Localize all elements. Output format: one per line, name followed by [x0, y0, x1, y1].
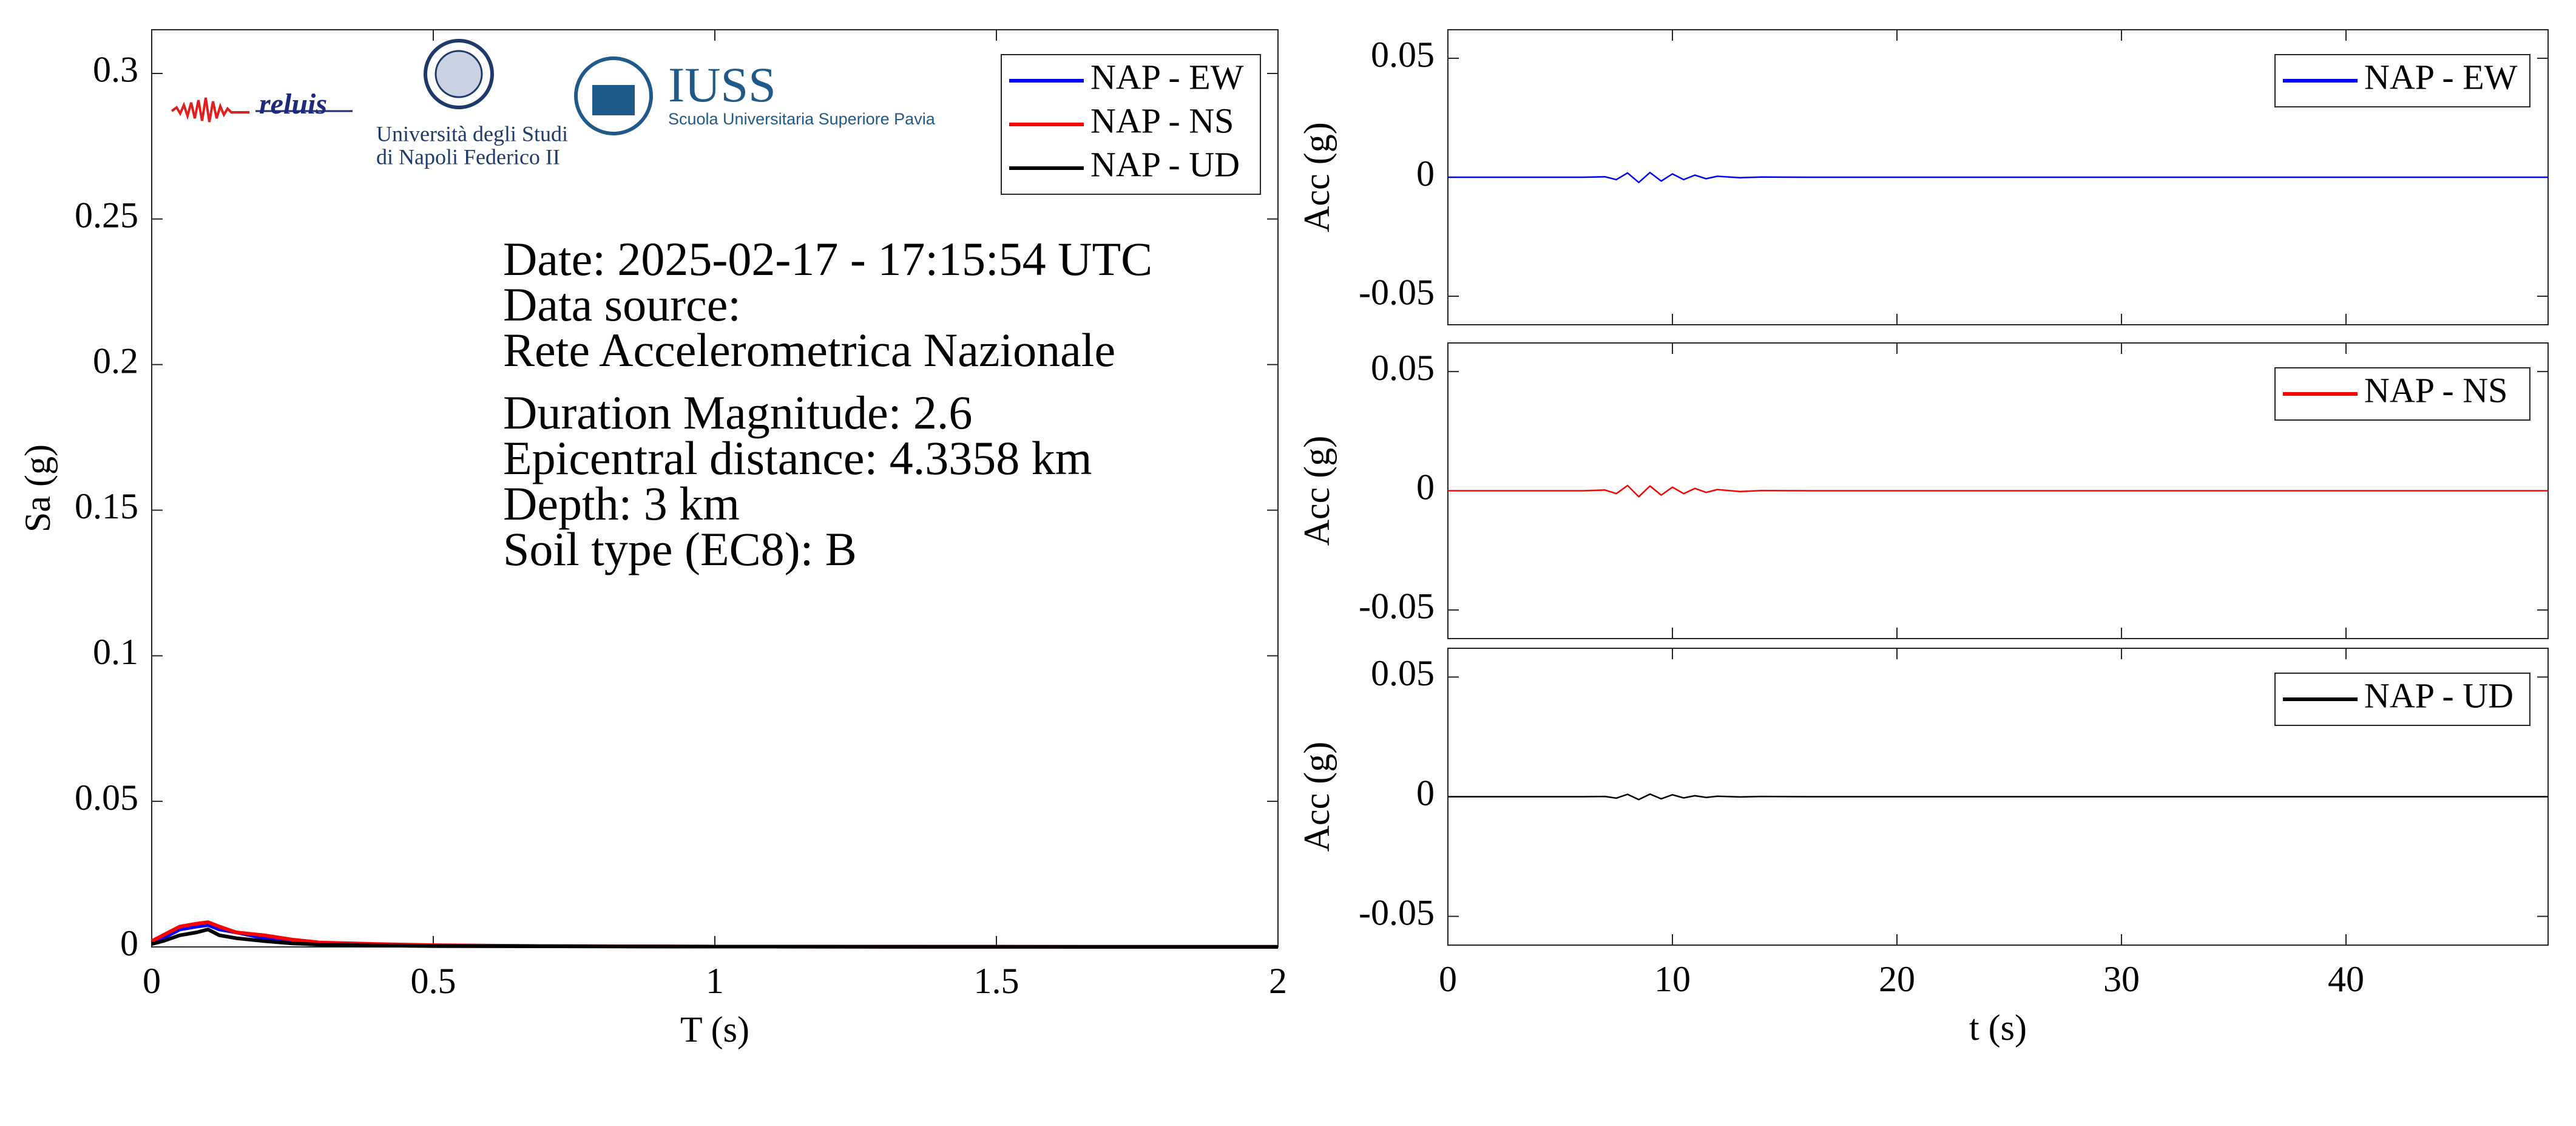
y-tick-label: 0.1 — [93, 632, 138, 672]
iuss-seal — [574, 56, 653, 135]
x-axis-label: t (s) — [1969, 1008, 2027, 1048]
y-axis-label: Acc (g) — [1297, 742, 1337, 852]
unina-seal — [424, 39, 494, 109]
y-tick-label: 0 — [120, 923, 138, 963]
y-tick-label: 0 — [1416, 773, 1435, 813]
logo-text: reluis — [259, 88, 327, 120]
series-line — [1448, 484, 2548, 498]
annotation: Epicentral distance: 4.3358 km — [503, 432, 1092, 484]
y-tick-label: -0.05 — [1359, 892, 1435, 932]
x-tick-label: 1 — [706, 961, 724, 1001]
legend-label: NAP - NS — [2364, 370, 2507, 410]
legend-label: NAP - UD — [2364, 676, 2513, 715]
reluis-wave — [171, 97, 249, 123]
series-line — [151, 928, 1279, 949]
x-tick-label: 10 — [1654, 959, 1691, 999]
logo-text: Università degli Studi — [376, 121, 568, 146]
x-tick-label: 30 — [2103, 959, 2140, 999]
x-tick-label: 0 — [143, 961, 161, 1001]
series-line — [1448, 171, 2548, 183]
annotation: Duration Magnitude: 2.6 — [503, 386, 972, 439]
x-tick-label: 40 — [2328, 959, 2364, 999]
y-tick-label: 0.25 — [75, 195, 138, 236]
y-tick-label: 0.15 — [75, 486, 138, 526]
x-axis-label: T (s) — [680, 1009, 749, 1050]
series-line — [1448, 793, 2548, 801]
y-tick-label: 0.05 — [1371, 653, 1435, 693]
y-tick-label: -0.05 — [1359, 273, 1435, 313]
y-tick-label: 0 — [1416, 154, 1435, 194]
y-tick-label: 0 — [1416, 467, 1435, 507]
y-tick-label: 0.2 — [93, 341, 138, 381]
x-tick-label: 20 — [1879, 959, 1915, 999]
annotation: Rete Accelerometrica Nazionale — [503, 324, 1115, 376]
annotation: Depth: 3 km — [503, 477, 740, 530]
iuss-building — [592, 85, 635, 115]
unina-seal-inner — [434, 50, 483, 98]
y-tick-label: 0.05 — [1371, 348, 1435, 388]
y-tick-label: 0.3 — [93, 50, 138, 90]
x-tick-label: 2 — [1269, 961, 1287, 1001]
logo-text: di Napoli Federico II — [376, 144, 560, 169]
x-tick-label: 1.5 — [974, 961, 1019, 1001]
legend-label: NAP - EW — [2364, 57, 2518, 97]
y-tick-label: 0.05 — [75, 778, 138, 818]
y-tick-label: 0.05 — [1371, 35, 1435, 75]
x-tick-label: 0.5 — [411, 961, 456, 1001]
annotation: Soil type (EC8): B — [503, 523, 857, 575]
logo-text: IUSS — [668, 57, 776, 112]
logos: reluis Università degli Studi di Napoli … — [171, 39, 936, 169]
logo-text: Scuola Universitaria Superiore Pavia — [668, 110, 936, 128]
y-axis-label: Sa (g) — [18, 444, 58, 532]
y-axis-label: Acc (g) — [1297, 122, 1337, 232]
legend-label: NAP - EW — [1090, 57, 1244, 97]
legend-label: NAP - NS — [1090, 101, 1234, 140]
annotation: Data source: — [503, 278, 741, 331]
y-axis-label: Acc (g) — [1297, 436, 1337, 546]
annotation: Date: 2025-02-17 - 17:15:54 UTC — [503, 232, 1152, 285]
y-tick-label: -0.05 — [1359, 586, 1435, 626]
x-tick-label: 0 — [1439, 959, 1457, 999]
legend-label: NAP - UD — [1090, 144, 1240, 184]
